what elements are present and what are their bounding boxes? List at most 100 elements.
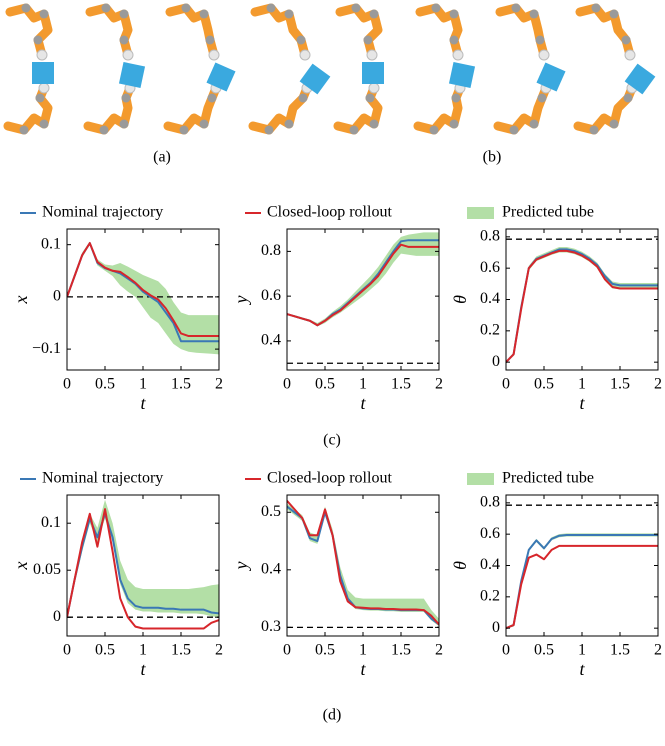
series-line: [287, 500, 439, 626]
y-tick-label: 0.4: [261, 560, 281, 577]
robot-arm: [250, 3, 310, 60]
robot-joint: [591, 3, 601, 13]
x-axis-label: t: [579, 393, 585, 413]
robot-joint: [349, 125, 359, 135]
y-tick-label: 0.4: [480, 556, 500, 573]
robot-joint: [621, 35, 631, 45]
tube: [67, 499, 219, 618]
y-axis-label: θ: [450, 561, 470, 570]
robot-joint: [179, 125, 189, 135]
x-tick-label: 1: [578, 642, 586, 659]
x-axis-label: t: [579, 659, 585, 679]
y-tick-label: 0.6: [480, 259, 500, 276]
robot-gripper: [368, 82, 380, 94]
robot-joint: [199, 119, 209, 129]
series-line: [506, 544, 658, 630]
robot-joint: [119, 35, 129, 45]
axes-frame: [505, 494, 659, 637]
robot-joint: [199, 9, 209, 19]
robot-joint: [21, 3, 31, 13]
x-tick-label: 2: [215, 376, 223, 393]
x-tick-label: 2: [435, 376, 443, 393]
y-tick-label: 0.8: [480, 494, 500, 511]
robot-arm: [493, 83, 551, 135]
y-tick-label: 0.3: [261, 618, 281, 635]
chart: 0.4 0.6 0.8 0 0.5 1 1.5 2 t y: [231, 228, 443, 413]
x-tick-label: 2: [654, 376, 662, 393]
series-line: [506, 249, 658, 363]
y-tick-label: 0.4: [261, 332, 281, 349]
robot-joint: [449, 9, 459, 19]
robot-arm: [248, 83, 312, 135]
x-tick-label: 2: [215, 642, 223, 659]
object: [32, 62, 54, 84]
tube: [287, 232, 439, 327]
robot-joint: [609, 119, 619, 129]
x-tick-label: 1: [139, 642, 147, 659]
robot-joint: [284, 119, 294, 129]
x-tick-label: 1.5: [171, 376, 191, 393]
robot-joint: [99, 125, 109, 135]
y-tick-label: 0.1: [41, 514, 61, 531]
legend-label: Nominal trajectory: [42, 204, 163, 221]
robot-joint: [264, 125, 274, 135]
chart: −0.1 0 0.1 0 0.5 1 1.5 2 t x Nominal trajectory Clo…: [11, 204, 594, 413]
y-tick-label: 0.6: [261, 287, 281, 304]
legend-label: Nominal trajectory: [42, 470, 163, 487]
x-tick-label: 0: [63, 642, 71, 659]
x-axis-label: t: [360, 659, 366, 679]
robot-gripper: [36, 49, 48, 61]
tube: [287, 503, 439, 627]
x-tick-label: 0: [502, 376, 510, 393]
y-tick-label: 0.8: [261, 242, 281, 259]
y-tick-label: 0: [492, 619, 500, 636]
robot-joint: [39, 9, 49, 19]
caption: (b): [483, 149, 502, 166]
y-tick-label: 0.05: [33, 561, 61, 578]
robot-joint: [369, 9, 379, 19]
caption: (d): [323, 707, 342, 724]
robot-gripper: [624, 49, 636, 61]
x-tick-label: 0: [283, 376, 291, 393]
axes-frame: [505, 228, 659, 371]
plot-area: [287, 232, 439, 364]
robot-arm: [163, 83, 221, 135]
x-axis-label: t: [140, 393, 146, 413]
y-tick-label: −0.1: [32, 340, 61, 357]
tube: [67, 241, 219, 355]
robot-gripper: [538, 49, 550, 61]
x-tick-label: 0: [283, 642, 291, 659]
y-axis-label: y: [231, 562, 251, 572]
robot-joint: [431, 3, 441, 13]
robot-joint: [451, 93, 461, 103]
legend-swatch: [467, 207, 494, 219]
robot-joint: [623, 93, 633, 103]
plot-area: [67, 499, 219, 630]
x-tick-label: 1.5: [171, 642, 191, 659]
legend-label: Predicted tube: [502, 204, 594, 221]
y-axis-label: x: [11, 562, 31, 571]
chart: 0.3 0.4 0.5 0 0.5 1 1.5 2 t y: [231, 494, 443, 679]
plot-area: [67, 241, 219, 355]
chart: 0 0.2 0.4 0.6 0.8 0 0.5 1 1.5 2 t θ: [450, 494, 662, 680]
robot-joint: [181, 3, 191, 13]
series-line: [67, 508, 219, 630]
robot-joint: [298, 93, 308, 103]
x-tick-label: 1: [139, 376, 147, 393]
legend-label: Closed-loop rollout: [267, 204, 392, 221]
robot-joint: [449, 119, 459, 129]
y-tick-label: 0.2: [480, 588, 500, 605]
x-tick-label: 0.5: [534, 376, 554, 393]
caption: (a): [153, 149, 171, 166]
y-tick-label: 0: [53, 608, 61, 625]
robot-joint: [119, 9, 129, 19]
y-tick-label: 0.1: [41, 235, 61, 252]
robot-joint: [589, 125, 599, 135]
robot-gripper: [299, 49, 311, 61]
object: [206, 62, 236, 92]
robot-joint: [296, 35, 306, 45]
robot-gripper: [208, 49, 220, 61]
x-tick-label: 1.5: [610, 642, 630, 659]
robot-joint: [429, 125, 439, 135]
x-tick-label: 0: [63, 376, 71, 393]
